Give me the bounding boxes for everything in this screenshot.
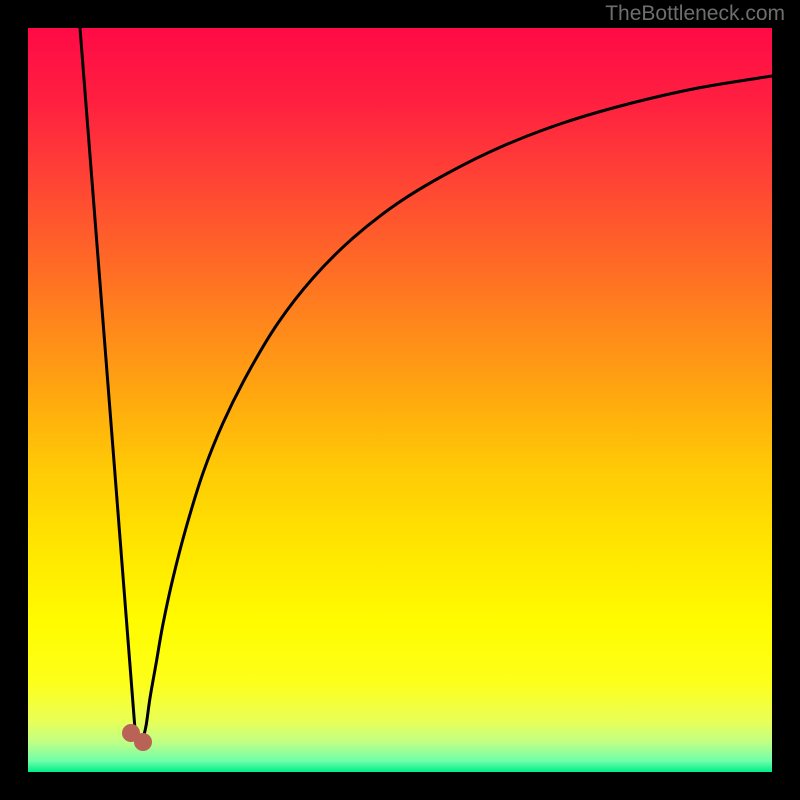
curve-layer — [28, 28, 772, 772]
attribution-text: TheBottleneck.com — [605, 2, 785, 26]
chart-container: TheBottleneck.com — [0, 0, 800, 800]
curve-right-branch — [142, 76, 772, 742]
marker-1 — [134, 733, 152, 751]
plot-area — [28, 28, 772, 772]
curve-left-branch — [80, 28, 136, 742]
